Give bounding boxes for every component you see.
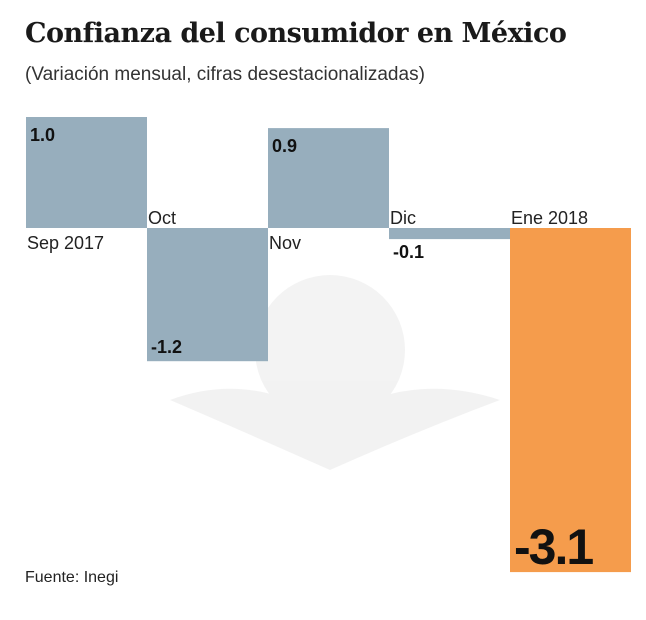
bar-3 xyxy=(389,228,510,240)
value-label-1: -1.2 xyxy=(151,337,182,357)
chart-title: Confianza del consumidor en México xyxy=(25,18,567,49)
chart-subtitle: (Variación mensual, cifras desestacional… xyxy=(25,64,425,85)
bar-1 xyxy=(147,228,268,362)
category-label-4: Ene 2018 xyxy=(511,208,588,228)
value-label-2: 0.9 xyxy=(272,136,297,156)
bar-2 xyxy=(268,128,389,228)
category-label-3: Dic xyxy=(390,208,416,228)
bar-4 xyxy=(510,228,631,573)
value-label-4: -3.1 xyxy=(514,519,593,575)
source-note: Fuente: Inegi xyxy=(25,569,119,586)
category-label-0: Sep 2017 xyxy=(27,233,104,253)
watermark-logo xyxy=(170,275,500,470)
category-label-2: Nov xyxy=(269,233,301,253)
bar-0 xyxy=(26,117,147,228)
value-label-3: -0.1 xyxy=(393,242,424,262)
category-label-1: Oct xyxy=(148,208,176,228)
value-label-0: 1.0 xyxy=(30,125,55,145)
